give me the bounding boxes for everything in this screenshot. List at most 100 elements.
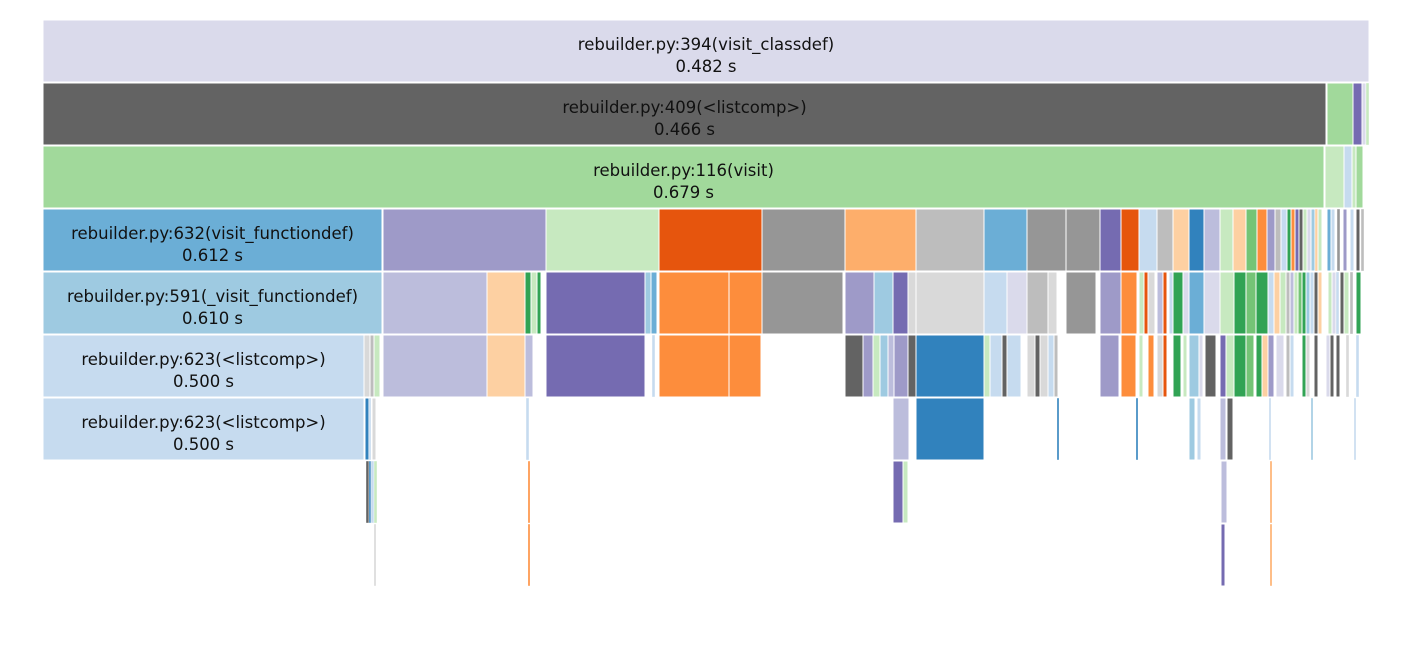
frame-block-small[interactable] [1286,208,1292,272]
frame-block-small[interactable] [1138,208,1158,272]
frame-block-small[interactable] [1138,334,1144,398]
frame-block-small[interactable] [1285,271,1291,335]
frame-block-small[interactable] [1065,271,1097,335]
frame-block-small[interactable] [1342,208,1348,272]
frame-block-small[interactable] [1324,145,1345,209]
frame-block-small[interactable] [368,460,372,524]
frame-block-small[interactable] [382,334,488,398]
frame-block-small[interactable] [1326,208,1332,272]
frame-block-small[interactable] [1219,271,1235,335]
frame-block-small[interactable] [1188,397,1196,461]
frame-block-small[interactable] [862,334,874,398]
frame-block-small[interactable] [872,334,881,398]
frame-block-small[interactable] [371,397,377,461]
frame-block-small[interactable] [1099,271,1122,335]
frame-block-small[interactable] [527,523,531,587]
frame-block-small[interactable] [1001,334,1008,398]
frame-block-small[interactable] [887,334,895,398]
frame-block-small[interactable] [545,208,660,272]
frame-block-small[interactable] [1255,334,1263,398]
frame-block-small[interactable] [1203,208,1221,272]
frame-block-small[interactable] [486,271,526,335]
frame-block-5[interactable] [42,334,365,398]
frame-block-small[interactable] [658,271,730,335]
frame-block-small[interactable] [844,271,875,335]
frame-block-small[interactable] [1120,208,1140,272]
frame-block-small[interactable] [728,334,762,398]
frame-block-small[interactable] [1313,271,1319,335]
frame-block-small[interactable] [907,271,917,335]
frame-block-small[interactable] [1355,145,1364,209]
frame-block-small[interactable] [1261,334,1269,398]
frame-block-small[interactable] [1162,334,1168,398]
frame-block-small[interactable] [1301,334,1307,398]
frame-block-small[interactable] [373,460,378,524]
frame-block-small[interactable] [902,460,909,524]
frame-block-small[interactable] [915,397,985,461]
frame-block-small[interactable] [1220,523,1226,587]
frame-block-small[interactable] [1352,82,1363,146]
frame-block-1[interactable] [42,82,1327,146]
frame-block-small[interactable] [1047,334,1055,398]
frame-block-small[interactable] [1289,334,1295,398]
frame-block-small[interactable] [1349,271,1354,335]
frame-block-small[interactable] [1219,334,1227,398]
frame-block-small[interactable] [1269,523,1273,587]
frame-block-small[interactable] [1266,208,1276,272]
frame-block-small[interactable] [1302,208,1308,272]
frame-block-small[interactable] [1360,208,1365,272]
frame-block-small[interactable] [1285,334,1291,398]
frame-block-small[interactable] [873,271,894,335]
frame-block-small[interactable] [1220,460,1228,524]
frame-block-small[interactable] [1267,271,1275,335]
frame-block-small[interactable] [1226,397,1234,461]
frame-block-small[interactable] [1225,334,1235,398]
frame-block-small[interactable] [1326,82,1354,146]
frame-block-small[interactable] [1290,208,1296,272]
frame-block-small[interactable] [1172,271,1184,335]
frame-block-small[interactable] [525,397,530,461]
frame-block-small[interactable] [1172,334,1182,398]
frame-block-small[interactable] [1156,334,1164,398]
frame-block-small[interactable] [1233,334,1247,398]
frame-block-small[interactable] [536,271,542,335]
frame-block-small[interactable] [1330,208,1336,272]
frame-block-small[interactable] [1336,208,1341,272]
frame-block-small[interactable] [1245,208,1258,272]
frame-block-small[interactable] [983,208,1028,272]
frame-block-small[interactable] [1339,271,1345,335]
frame-block-small[interactable] [1053,334,1059,398]
frame-block-small[interactable] [1268,397,1272,461]
frame-block-small[interactable] [915,334,985,398]
frame-block-small[interactable] [365,460,370,524]
frame-block-small[interactable] [1289,271,1295,335]
frame-block-small[interactable] [1294,208,1300,272]
frame-block-small[interactable] [1345,334,1350,398]
frame-block-small[interactable] [527,460,531,524]
frame-block-small[interactable] [1233,271,1247,335]
frame-block-small[interactable] [1317,271,1323,335]
frame-block-small[interactable] [1232,208,1247,272]
frame-block-small[interactable] [1298,208,1304,272]
frame-block-small[interactable] [1026,271,1049,335]
frame-block-small[interactable] [1279,271,1287,335]
frame-block-small[interactable] [1006,334,1022,398]
frame-block-small[interactable] [1039,334,1049,398]
frame-block-small[interactable] [1182,271,1190,335]
frame-block-small[interactable] [1329,334,1335,398]
frame-block-small[interactable] [1361,82,1367,146]
frame-block-small[interactable] [524,271,532,335]
frame-block-small[interactable] [1355,271,1362,335]
frame-block-small[interactable] [1245,271,1257,335]
frame-block-small[interactable] [983,334,991,398]
frame-block-small[interactable] [728,271,763,335]
frame-block-small[interactable] [1275,334,1285,398]
frame-block-small[interactable] [1135,397,1139,461]
frame-block-small[interactable] [892,271,909,335]
frame-block-small[interactable] [1182,334,1188,398]
frame-block-small[interactable] [1327,271,1333,335]
frame-block-small[interactable] [761,271,844,335]
frame-block-small[interactable] [363,334,371,398]
frame-block-small[interactable] [644,271,652,335]
frame-block-small[interactable] [530,271,538,335]
